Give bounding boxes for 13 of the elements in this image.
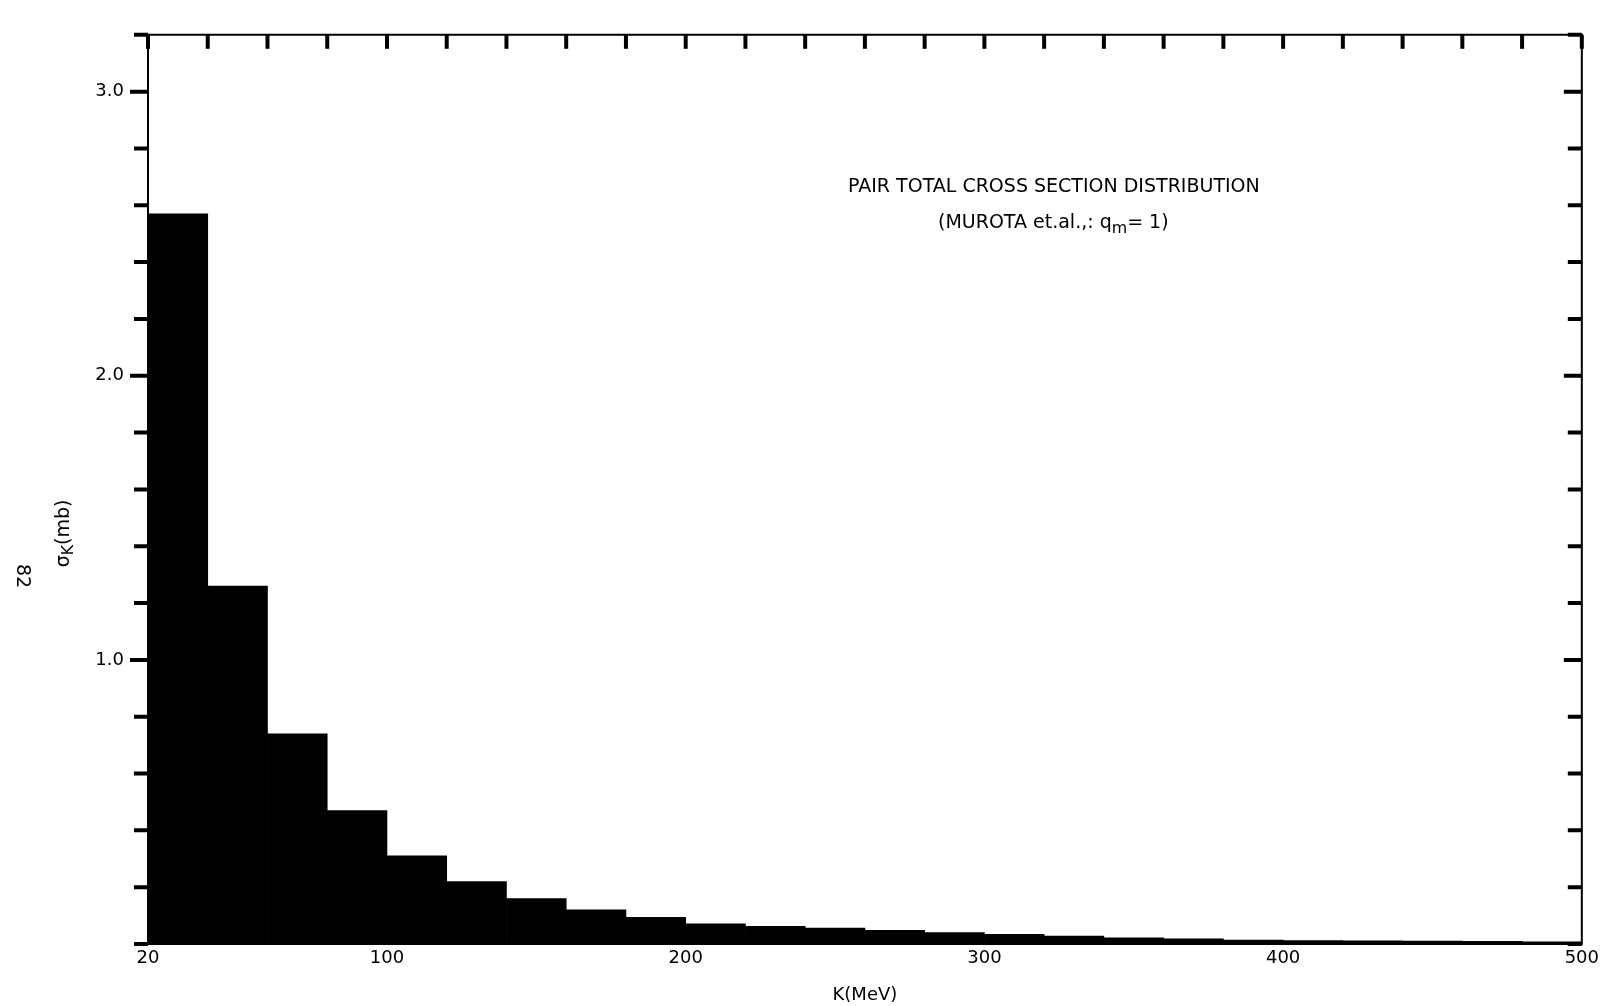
y-tick-label: 3.0: [95, 79, 124, 101]
x-tick-label: 300: [967, 946, 1002, 968]
x-tick-label: 20: [136, 946, 160, 968]
x-tick-label: 100: [369, 946, 405, 968]
x-tick-label: 500: [1564, 946, 1599, 968]
y-tick-label: 2.0: [95, 363, 124, 385]
x-tick-label: 200: [668, 946, 703, 968]
text: (MUROTA et.al.,: q$_{m}$= 1): [938, 210, 1169, 237]
y-tick-label: 1.0: [95, 647, 124, 669]
x-tick-label: 400: [1265, 946, 1301, 968]
text: PAIR TOTAL CROSS SECTION DISTRIBUTION: [848, 174, 1260, 196]
text: 82: [13, 563, 36, 589]
x-axis-title: K(MeV): [832, 982, 898, 1004]
